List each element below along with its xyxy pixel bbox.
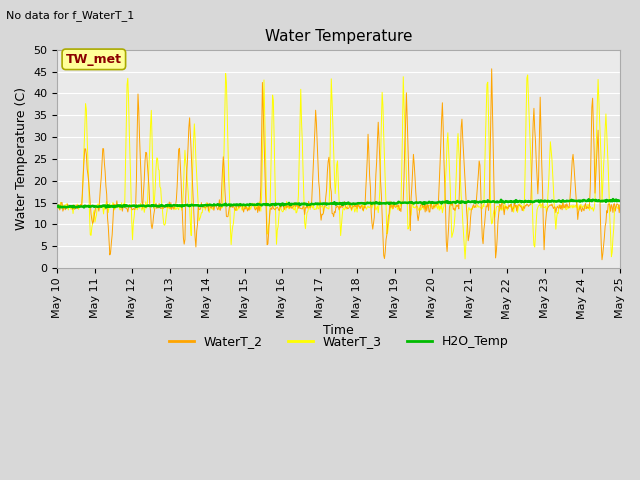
Legend: WaterT_2, WaterT_3, H2O_Temp: WaterT_2, WaterT_3, H2O_Temp xyxy=(164,330,513,353)
X-axis label: Time: Time xyxy=(323,324,354,337)
Text: No data for f_WaterT_1: No data for f_WaterT_1 xyxy=(6,10,134,21)
Text: TW_met: TW_met xyxy=(66,53,122,66)
Y-axis label: Water Temperature (C): Water Temperature (C) xyxy=(15,87,28,230)
Title: Water Temperature: Water Temperature xyxy=(265,29,412,44)
